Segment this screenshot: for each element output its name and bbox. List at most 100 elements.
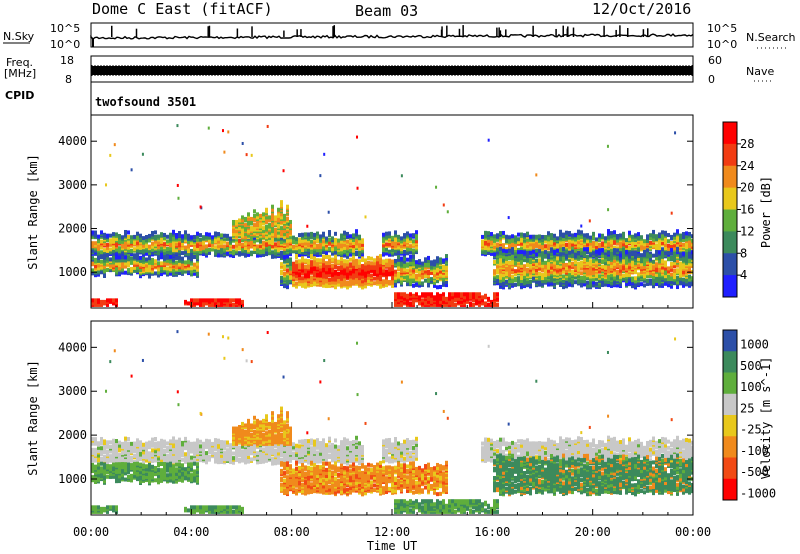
power-cell	[266, 124, 269, 128]
power-cell	[430, 260, 433, 265]
power-cell	[628, 251, 631, 256]
power-cell	[439, 257, 442, 262]
power-cell	[661, 251, 664, 256]
power-cell	[400, 279, 403, 284]
power-cell	[178, 231, 181, 236]
power-cell	[256, 249, 259, 254]
freq-label-line1: Freq.	[6, 56, 33, 69]
power-cell	[655, 237, 658, 242]
power-cell	[220, 233, 223, 238]
power-cell	[265, 247, 268, 252]
power-cell	[685, 282, 688, 287]
power-cell	[604, 239, 607, 244]
power-cell	[160, 236, 163, 241]
power-cell	[262, 216, 265, 221]
power-cell	[187, 269, 190, 274]
power-cell	[415, 230, 418, 235]
power-cell	[100, 250, 103, 255]
power-cell	[640, 241, 643, 246]
power-cell	[130, 239, 133, 244]
power-cell	[628, 254, 631, 259]
power-cell	[577, 243, 580, 248]
power-cell	[658, 259, 661, 264]
power-cell	[388, 242, 391, 247]
power-cell	[163, 251, 166, 256]
power-cell	[190, 235, 193, 240]
power-cell	[295, 237, 298, 242]
power-cell	[328, 240, 331, 245]
freq-trace-ticks	[91, 65, 693, 76]
power-cell	[176, 183, 179, 187]
power-cell	[682, 270, 685, 275]
power-cell	[457, 292, 460, 297]
power-cell	[496, 242, 499, 247]
power-cell	[355, 238, 358, 243]
power-cell	[196, 234, 199, 239]
power-cell	[160, 261, 163, 266]
power-cell	[445, 254, 448, 259]
power-cell	[307, 243, 310, 248]
power-cell	[541, 279, 544, 284]
power-cell	[529, 234, 532, 239]
power-cell	[358, 243, 361, 248]
power-cell	[409, 301, 412, 306]
power-cell	[245, 153, 248, 157]
power-cell	[97, 269, 100, 274]
power-cell	[415, 292, 418, 297]
power-cell	[676, 285, 679, 290]
power-cell	[94, 241, 97, 246]
power-cell	[664, 281, 667, 286]
power-cell	[313, 232, 316, 237]
power-cell	[148, 256, 151, 261]
power-cell	[109, 238, 112, 243]
power-cell	[97, 246, 100, 251]
power-cell	[177, 196, 180, 200]
power-cell	[514, 276, 517, 281]
power-cell	[172, 257, 175, 262]
power-cell	[478, 292, 481, 297]
power-cell	[496, 247, 499, 252]
power-cell	[403, 249, 406, 254]
power-cell	[316, 273, 319, 278]
power-cell	[91, 260, 94, 265]
power-cell	[502, 280, 505, 285]
power-cell	[286, 233, 289, 238]
power-cell	[247, 245, 250, 250]
power-cell	[589, 269, 592, 274]
power-cell	[307, 247, 310, 252]
power-cell	[355, 277, 358, 282]
power-cell	[94, 257, 97, 262]
power-cell	[520, 274, 523, 279]
power-cell	[355, 258, 358, 263]
power-cell	[196, 301, 199, 306]
power-cell	[202, 301, 205, 306]
power-cell	[361, 253, 364, 258]
power-cell	[148, 233, 151, 238]
power-cell	[406, 231, 409, 236]
power-cell	[691, 250, 693, 255]
power-cell	[151, 230, 154, 235]
power-cell	[169, 243, 172, 248]
power-cell	[115, 232, 118, 237]
power-cell	[184, 299, 187, 304]
power-cell	[406, 268, 409, 273]
power-cell	[484, 301, 487, 306]
power-cell	[589, 262, 592, 267]
power-cell	[343, 269, 346, 274]
power-cell	[232, 302, 235, 307]
power-cell	[310, 254, 313, 259]
power-cell	[388, 249, 391, 254]
power-cell	[283, 276, 286, 281]
power-cell	[370, 273, 373, 278]
power-cell	[232, 219, 235, 224]
power-cell	[505, 239, 508, 244]
power-cell	[322, 280, 325, 285]
power-cell	[487, 241, 490, 246]
power-cell	[529, 270, 532, 275]
power-cell	[643, 283, 646, 288]
power-cell	[619, 233, 622, 238]
power-cell	[115, 255, 118, 260]
power-cell	[574, 258, 577, 263]
power-cell	[241, 251, 244, 256]
power-cell	[598, 283, 601, 288]
